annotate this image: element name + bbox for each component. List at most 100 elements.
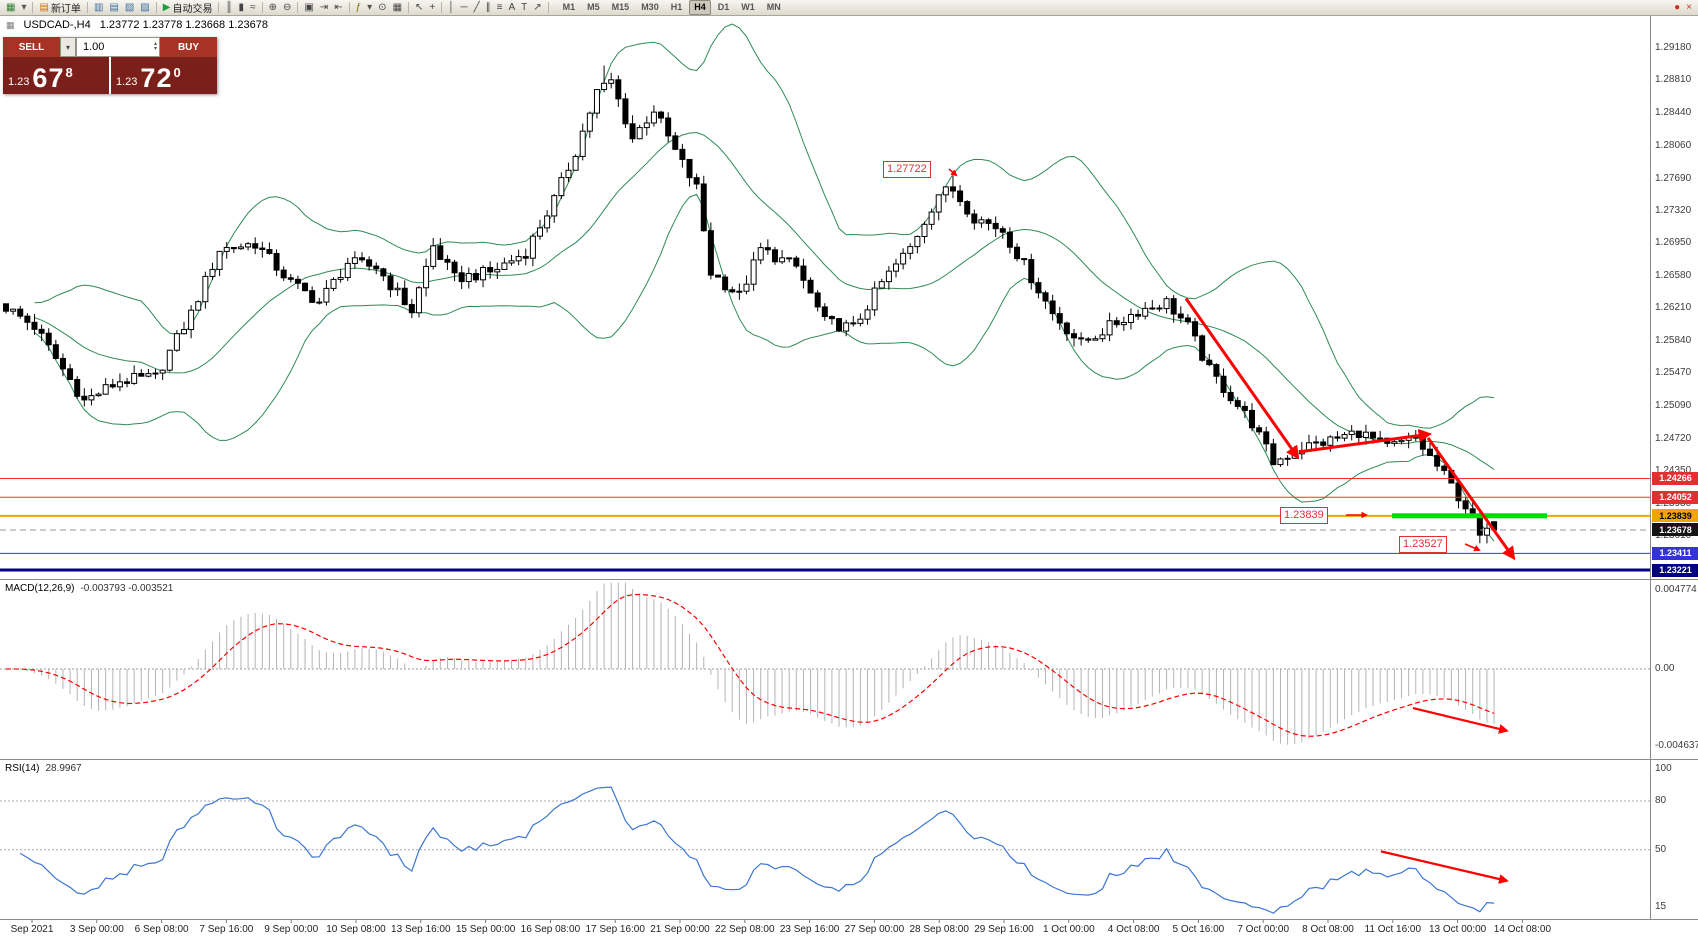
trendline-tool-icon: ╱ [473, 1, 480, 13]
buy-price-display[interactable]: 1.23 72 0 [111, 57, 217, 94]
crosshair-icon: + [429, 1, 436, 13]
chart-shift-icon: ⇤ [334, 1, 343, 13]
alerts-button[interactable]: ● [1672, 1, 1682, 15]
timeframe-mn-button[interactable]: MN [766, 2, 781, 12]
timeframe-h1-button[interactable]: H1 [670, 2, 683, 12]
alerts-icon: ● [1674, 1, 1681, 13]
macd-indicator-label: MACD(12,26,9) -0.003793 -0.003521 [5, 583, 173, 594]
new-chart-button[interactable]: ▦ [4, 1, 17, 15]
data-window-button[interactable]: ▤ [107, 1, 120, 15]
close-button[interactable]: × [1684, 1, 1694, 15]
channel-tool-button[interactable]: ∥ [484, 1, 493, 15]
support-highlight-bar[interactable] [1392, 513, 1547, 519]
text-tool-icon: A [508, 1, 516, 13]
volume-input[interactable]: 1.00 ▴ ▾ [76, 37, 160, 57]
chart-list-dropdown-icon: ▾ [21, 1, 27, 13]
templates-button[interactable]: ▦ [391, 1, 404, 15]
timeframe-m30-button[interactable]: M30 [641, 2, 659, 12]
auto-trading-button[interactable]: ▶ 自动交易 [161, 1, 215, 16]
zoom-out-button[interactable]: ⊖ [281, 1, 293, 15]
horizontal-line-tool-button[interactable]: ─ [459, 1, 470, 15]
one-click-trading-panel: SELL ▾ 1.00 ▴ ▾ BUY 1.23 67 8 1.23 72 [3, 37, 217, 94]
volume-stepper[interactable]: ▴ ▾ [153, 41, 159, 52]
timeframe-w1-button[interactable]: W1 [741, 2, 755, 12]
timeframe-m15-button[interactable]: M15 [611, 2, 630, 12]
volume-value: 1.00 [83, 41, 105, 53]
fibonacci-tool-button[interactable]: ≡ [495, 1, 505, 15]
chart-list-dropdown-button[interactable]: ▾ [19, 1, 28, 15]
chart-shift-button[interactable]: ⇤ [332, 1, 344, 15]
trade-controls-row: SELL ▾ 1.00 ▴ ▾ BUY [3, 37, 217, 57]
trendline-tool-button[interactable]: ╱ [472, 1, 482, 15]
indicators-dropdown-icon: ▾ [367, 1, 373, 13]
chart-line-icon: ≈ [250, 1, 256, 13]
chart-bars-button[interactable]: ║ [223, 1, 234, 15]
volume-dropdown[interactable]: ▾ [60, 37, 76, 57]
text-tool-button[interactable]: A [506, 1, 517, 15]
new-chart-icon: ▦ [6, 1, 16, 13]
trend-arrows[interactable] [1184, 297, 1516, 884]
arrows-tool-icon: ↗ [533, 1, 542, 13]
chart-title: ▦ USDCAD-,H4 1.23772 1.23778 1.23668 1.2… [6, 19, 268, 31]
templates-icon: ▦ [392, 1, 403, 13]
chart-window-icon: ▦ [6, 19, 15, 30]
toolbar-separator [348, 2, 350, 13]
chart-candlesticks-button[interactable]: ▮ [237, 1, 247, 15]
periods-dropdown-button[interactable]: ⊙ [376, 1, 388, 15]
zoom-in-button[interactable]: ⊕ [267, 1, 279, 15]
timeframe-m1-button[interactable]: M1 [562, 2, 576, 12]
label-tool-button[interactable]: T [519, 1, 529, 15]
macd-signal-line [5, 593, 1495, 737]
sell-button[interactable]: SELL [3, 37, 60, 57]
market-watch-icon: ▥ [93, 1, 104, 13]
toolbar-separator [155, 2, 157, 13]
data-window-icon: ▤ [109, 1, 119, 13]
auto-trading-label: 自动交易 [172, 4, 213, 15]
sell-price-display[interactable]: 1.23 67 8 [3, 57, 109, 94]
price-annotation[interactable]: 1.23527 [1399, 536, 1447, 553]
chart-bars-icon: ║ [225, 1, 233, 13]
candles-layer [3, 65, 1498, 544]
timeframe-d1-button[interactable]: D1 [717, 2, 730, 12]
tile-windows-button[interactable]: ▣ [302, 1, 315, 15]
rsi-indicator-label: RSI(14) 28.9967 [5, 763, 82, 774]
timeframe-m5-button[interactable]: M5 [587, 2, 600, 12]
chart-line-button[interactable]: ≈ [248, 1, 258, 15]
zoom-out-icon: ⊖ [282, 1, 292, 13]
new-order-button[interactable]: ▤ 新订单 [37, 1, 82, 16]
macd-values: -0.003793 -0.003521 [80, 583, 174, 594]
toolbar-separator [441, 2, 443, 13]
arrows-tool-button[interactable]: ↗ [531, 1, 543, 15]
rsi-line [19, 786, 1495, 914]
indicators-dropdown-button[interactable]: ▾ [365, 1, 374, 15]
label-tool-icon: T [521, 1, 528, 13]
toolbar-right-group: ● × [1671, 1, 1695, 15]
vertical-line-tool-button[interactable]: │ [446, 1, 456, 15]
decrement-icon: ▾ [153, 46, 157, 52]
crosshair-button[interactable]: + [427, 1, 437, 15]
navigator-button[interactable]: ▧ [123, 1, 136, 15]
toolbar-separator [408, 2, 410, 13]
chart-symbol-period: USDCAD-,H4 [23, 19, 91, 31]
toolbar-separator [297, 2, 299, 13]
toolbar-separator [32, 2, 34, 13]
indicators-button[interactable]: ƒ [354, 1, 364, 15]
horizontal-line-tool-icon: ─ [460, 1, 468, 13]
cursor-button[interactable]: ↖ [413, 1, 425, 15]
chart-ohlc-values: 1.23772 1.23778 1.23668 1.23678 [99, 19, 268, 31]
rsi-title: RSI(14) [5, 763, 40, 774]
terminal-button[interactable]: ▨ [138, 1, 151, 15]
timeframe-h4-button[interactable]: H4 [689, 0, 711, 15]
buy-button[interactable]: BUY [160, 37, 217, 57]
auto-scroll-button[interactable]: ⇥ [318, 1, 330, 15]
auto-scroll-icon: ⇥ [319, 1, 329, 13]
horizontal-lines[interactable] [0, 477, 1650, 572]
toolbar-separator [547, 2, 549, 13]
market-watch-button[interactable]: ▥ [92, 1, 105, 15]
chart-candlesticks-icon: ▮ [238, 1, 245, 13]
pane-separators[interactable] [0, 16, 1698, 920]
price-annotation[interactable]: 1.27722 [883, 161, 931, 178]
tile-windows-icon: ▣ [304, 1, 314, 13]
price-annotation[interactable]: 1.23839 [1280, 507, 1328, 524]
